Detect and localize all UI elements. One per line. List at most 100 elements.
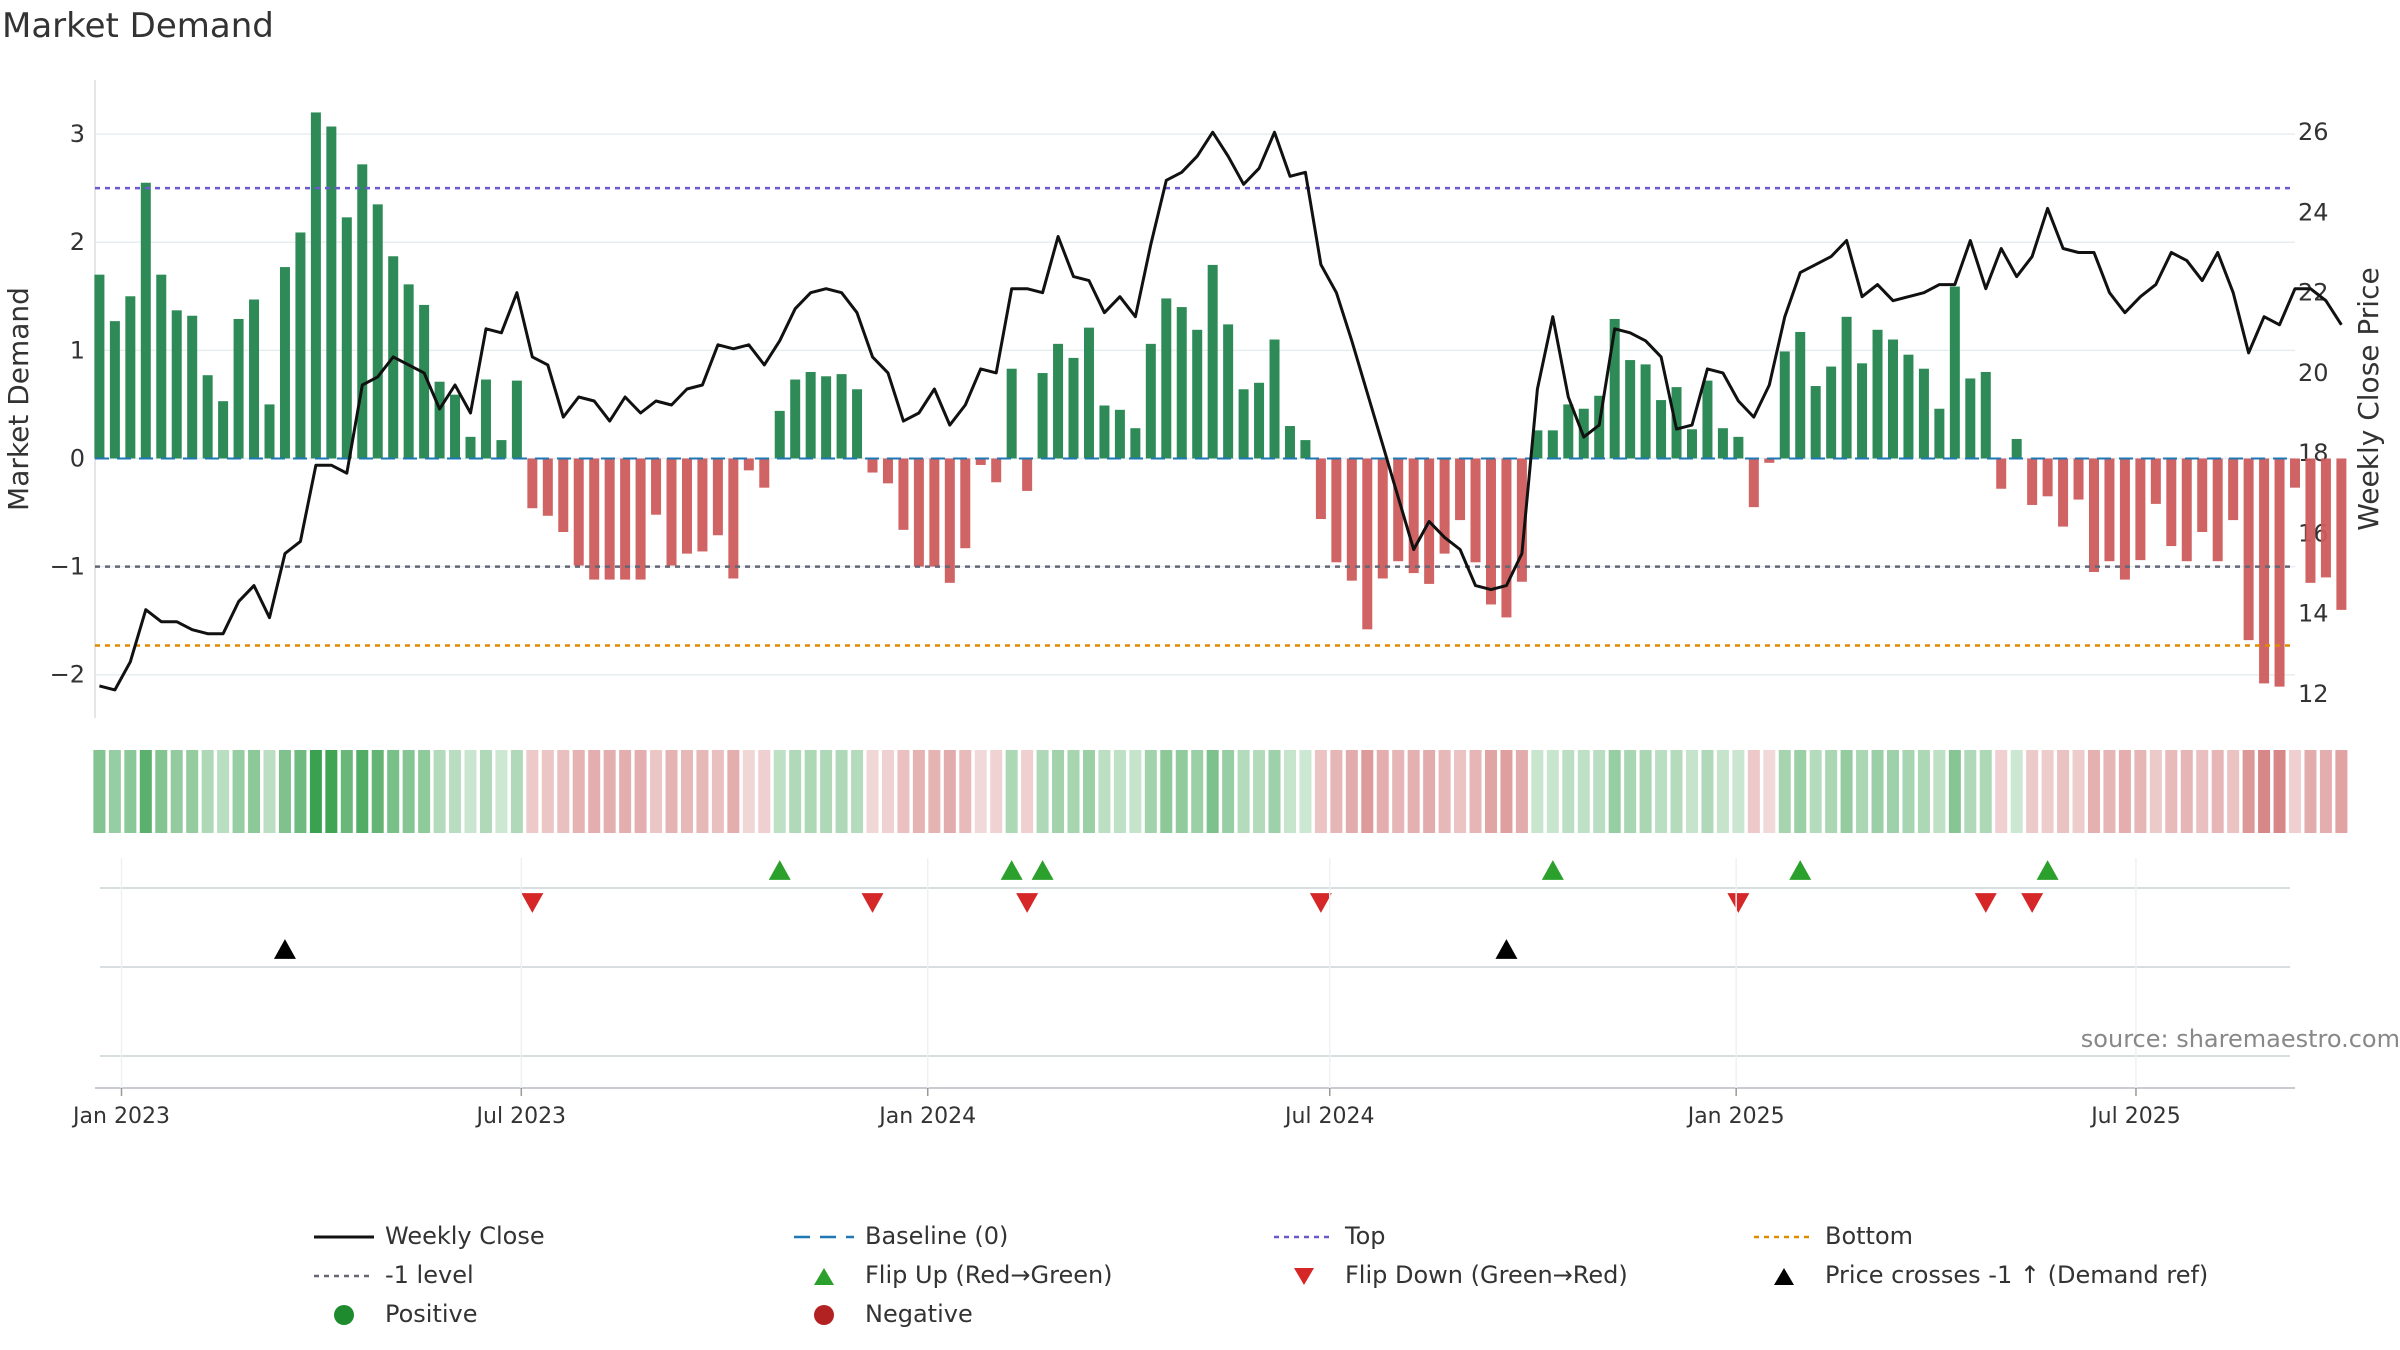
- heat-cell: [1299, 750, 1312, 833]
- heat-cell: [1113, 750, 1126, 833]
- legend-label: Price crosses -1 ↑ (Demand ref): [1825, 1261, 2209, 1289]
- heat-cell: [108, 750, 121, 833]
- demand-bar: [1656, 400, 1667, 459]
- demand-bar: [1207, 264, 1218, 459]
- demand-bar: [712, 458, 723, 536]
- legend-label: -1 level: [385, 1261, 474, 1289]
- source-credit: source: sharemaestro.com: [2080, 1025, 2400, 1053]
- heat-cell: [665, 750, 678, 833]
- legend-symbol-mark: [1774, 1268, 1794, 1285]
- demand-bar: [2320, 458, 2331, 578]
- demand-bar: [1733, 436, 1744, 459]
- heat-cell: [789, 750, 802, 833]
- heat-cell: [1655, 750, 1668, 833]
- heat-cell: [2196, 750, 2209, 833]
- heat-cell: [217, 750, 230, 833]
- demand-bar: [1470, 458, 1481, 563]
- heat-cell: [1376, 750, 1389, 833]
- heat-cell: [1454, 750, 1467, 833]
- legend-symbol-mark: [814, 1268, 834, 1285]
- demand-bar: [187, 315, 198, 459]
- heat-cell: [557, 750, 570, 833]
- heat-cell: [1082, 750, 1095, 833]
- heat-cell: [155, 750, 168, 833]
- heat-cell: [201, 750, 214, 833]
- heat-cell: [2118, 750, 2131, 833]
- demand-bar: [1284, 426, 1295, 459]
- demand-bar: [156, 274, 167, 459]
- demand-bar: [898, 458, 909, 530]
- demand-bar: [1934, 408, 1945, 459]
- demand-bar: [1516, 458, 1527, 582]
- heat-cell: [727, 750, 740, 833]
- demand-bar: [2228, 458, 2239, 521]
- heat-cell: [974, 750, 987, 833]
- demand-bar: [1779, 351, 1790, 459]
- legend-label: Negative: [865, 1300, 973, 1328]
- demand-bar: [1408, 458, 1419, 574]
- demand-bar: [2259, 458, 2270, 684]
- demand-bar: [264, 404, 275, 459]
- demand-bar: [1346, 458, 1357, 581]
- demand-bar: [2305, 458, 2316, 583]
- demand-bar: [2104, 458, 2115, 562]
- heat-cell: [1871, 750, 1884, 833]
- demand-bar: [589, 458, 600, 580]
- x-tick-label: Jan 2025: [1686, 1104, 1785, 1129]
- heat-cell: [526, 750, 539, 833]
- heat-cell: [650, 750, 663, 833]
- heat-cell: [356, 750, 369, 833]
- demand-bar: [1006, 368, 1017, 459]
- demand-bar: [836, 374, 847, 459]
- demand-bar: [1594, 395, 1605, 459]
- heat-cell: [325, 750, 338, 833]
- demand-bar: [2058, 458, 2069, 527]
- heat-cell: [1330, 750, 1343, 833]
- heat-cell: [1423, 750, 1436, 833]
- heat-cell: [1639, 750, 1652, 833]
- heat-cell: [278, 750, 291, 833]
- heat-cell: [1933, 750, 1946, 833]
- flip-down-marker: [1016, 893, 1039, 913]
- heat-cell: [2180, 750, 2193, 833]
- demand-bar: [1393, 458, 1404, 562]
- demand-bar: [1702, 380, 1713, 459]
- heat-cell: [835, 750, 848, 833]
- heat-cell: [1763, 750, 1776, 833]
- demand-bar: [233, 318, 244, 459]
- demand-bar: [651, 458, 662, 515]
- heat-cell: [1407, 750, 1420, 833]
- heat-cell: [1500, 750, 1513, 833]
- heat-cell: [897, 750, 910, 833]
- heat-cell: [1469, 750, 1482, 833]
- legend-symbol: [1294, 1268, 1314, 1285]
- heat-cell: [2273, 750, 2286, 833]
- heat-cell: [387, 750, 400, 833]
- legend-label: Top: [1345, 1222, 1386, 1250]
- demand-bar: [991, 458, 1002, 483]
- y-tick-label: 2: [70, 228, 85, 256]
- demand-bar: [279, 267, 290, 459]
- flip-down-marker: [1727, 893, 1750, 913]
- demand-bar: [357, 164, 368, 459]
- heat-cell: [1995, 750, 2008, 833]
- heat-cell: [2010, 750, 2023, 833]
- heat-cell: [758, 750, 771, 833]
- x-tick-label: Jan 2023: [71, 1104, 170, 1129]
- heat-cell: [1160, 750, 1173, 833]
- demand-bar: [2274, 458, 2285, 687]
- heat-cell: [696, 750, 709, 833]
- flip-up-marker: [1031, 860, 1054, 880]
- demand-bar: [743, 458, 754, 471]
- demand-bar: [759, 458, 770, 488]
- flip-down-marker: [1309, 893, 1332, 913]
- heat-cell: [139, 750, 152, 833]
- heat-cell: [959, 750, 972, 833]
- demand-bar: [1439, 458, 1450, 554]
- legend-symbol: [1754, 1235, 1814, 1239]
- heat-cell: [1917, 750, 1930, 833]
- demand-bar: [2290, 458, 2300, 488]
- demand-bar: [821, 376, 832, 459]
- legend-label: Bottom: [1825, 1222, 1914, 1250]
- weekly-close-line: [99, 130, 2343, 692]
